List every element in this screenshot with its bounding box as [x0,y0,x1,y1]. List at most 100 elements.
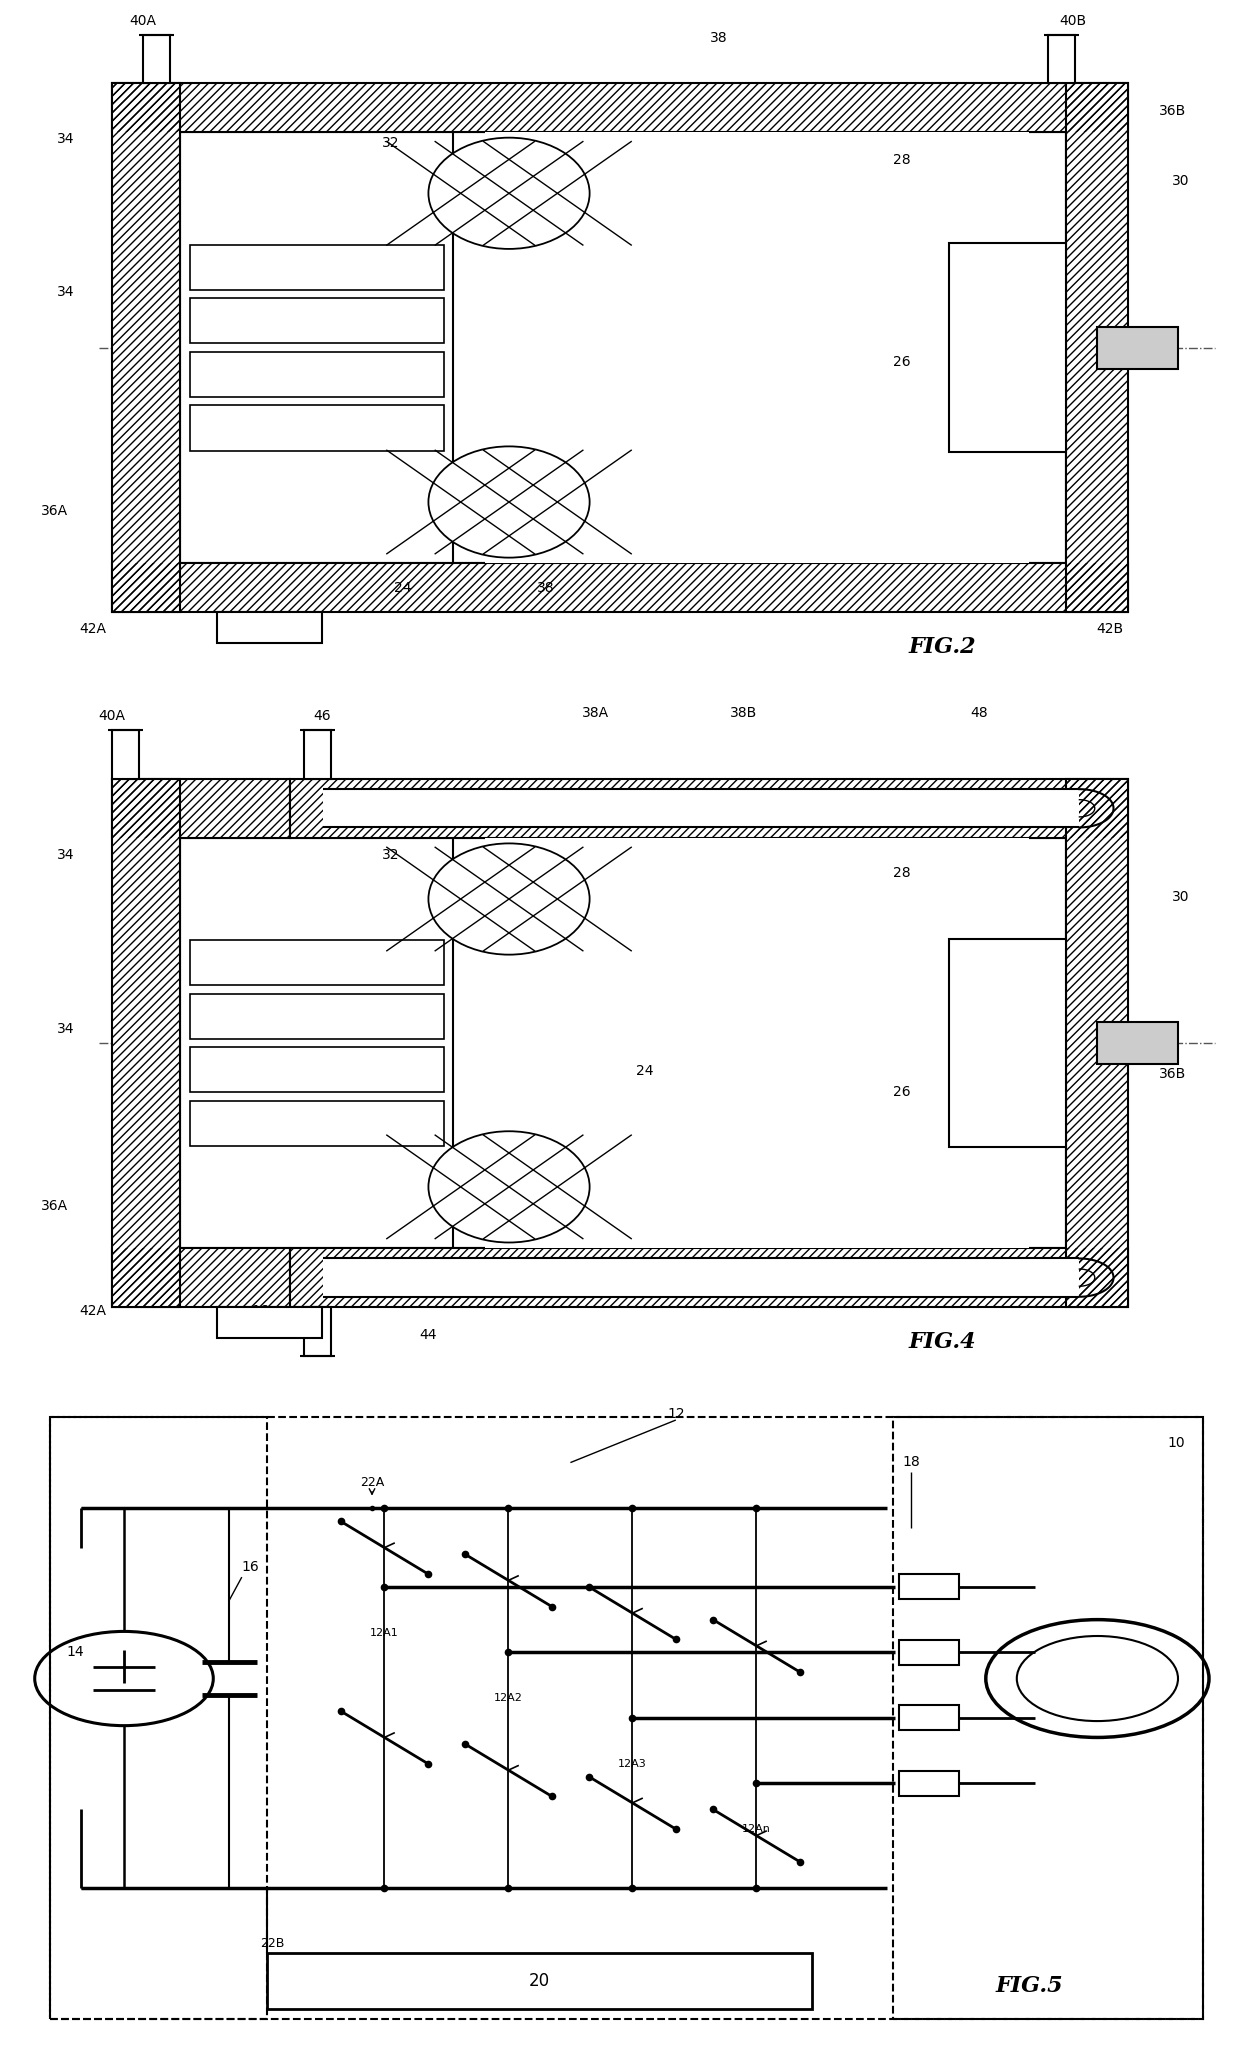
Ellipse shape [429,1131,590,1243]
Bar [190,1047,444,1092]
Text: 26: 26 [893,354,910,368]
Bar [290,1247,1128,1307]
Bar [1097,1022,1178,1063]
Text: 12A3: 12A3 [618,1759,647,1769]
Bar [322,1258,1079,1297]
Bar [290,1247,1128,1307]
Bar [112,779,180,1307]
Text: 28: 28 [893,865,910,879]
Text: 48: 48 [971,706,988,720]
Text: 24: 24 [394,581,412,595]
Bar [112,562,1128,611]
Bar [1048,35,1075,84]
Bar [899,1706,959,1730]
Bar [180,133,1066,562]
Text: 22B: 22B [260,1937,285,1951]
Text: 40B: 40B [1059,14,1086,29]
Bar [50,1417,267,2018]
Bar [267,1953,812,2008]
Bar [143,35,170,84]
Bar [899,1771,959,1796]
Bar [112,84,1128,133]
Ellipse shape [429,843,590,955]
Text: 46: 46 [314,710,331,724]
Text: 34: 34 [57,849,74,863]
Bar [485,133,1029,562]
Text: 12An: 12An [742,1824,771,1834]
Bar [1066,779,1128,1307]
Text: 10: 10 [1168,1436,1185,1450]
Text: 36A: 36A [41,1198,68,1213]
Text: 36B: 36B [1159,1067,1187,1082]
Text: FIG.5: FIG.5 [996,1975,1063,1998]
Bar [1066,779,1128,1307]
Bar [180,133,453,562]
Bar [1066,84,1128,611]
Text: 16: 16 [242,1560,259,1575]
Bar [112,779,180,1307]
Bar [485,838,1029,1247]
Text: FIG.4: FIG.4 [909,1331,976,1354]
Bar [322,789,1079,828]
Bar [112,1247,290,1307]
Text: 38B: 38B [730,706,758,720]
Bar [112,84,180,611]
Text: 20: 20 [528,1971,551,1990]
Text: 30: 30 [1172,890,1189,904]
Ellipse shape [429,137,590,249]
Text: 34: 34 [57,133,74,145]
Text: 36B: 36B [1159,104,1187,119]
Text: 16: 16 [252,1305,269,1317]
Bar [217,611,322,642]
Text: 24: 24 [636,1063,653,1078]
Bar [304,1307,331,1356]
Text: 36A: 36A [41,503,68,517]
Bar [899,1575,959,1599]
Text: 26: 26 [893,1084,910,1098]
Bar [1066,84,1128,611]
Bar [180,838,453,1247]
Bar [899,1640,959,1665]
Text: 38A: 38A [582,706,609,720]
Bar [190,405,444,450]
Bar [190,245,444,290]
Bar [112,779,290,838]
Text: 42B: 42B [1096,622,1123,636]
Bar [112,84,180,611]
Bar [949,243,1066,452]
Text: 22A: 22A [360,1476,384,1489]
Text: 12A1: 12A1 [370,1628,399,1638]
Text: 14: 14 [67,1646,84,1658]
Bar [112,1247,290,1307]
Bar [190,1100,444,1145]
Text: 38: 38 [711,31,728,45]
Text: FIG.2: FIG.2 [909,636,976,658]
Text: 32: 32 [382,135,399,149]
Bar [190,994,444,1039]
Bar [112,730,139,779]
Text: 34: 34 [57,1022,74,1037]
Text: 44: 44 [419,1327,436,1342]
Bar [290,779,1128,838]
Text: 34: 34 [57,284,74,299]
Bar [112,779,290,838]
Bar [893,1417,1203,2018]
Text: 42A: 42A [79,1305,107,1317]
Ellipse shape [429,446,590,558]
Bar [190,352,444,397]
Text: 42A: 42A [79,622,107,636]
Text: 28: 28 [893,153,910,168]
Bar [112,562,1128,611]
Text: 30: 30 [1172,174,1189,188]
Text: 40A: 40A [98,710,125,724]
Text: 12: 12 [667,1407,684,1421]
Bar [190,299,444,344]
Bar [304,730,331,779]
Text: 40A: 40A [129,14,156,29]
Bar [1097,327,1178,368]
Bar [190,941,444,986]
Bar [217,1307,322,1339]
Text: 32: 32 [382,849,399,863]
Text: 16: 16 [252,622,269,636]
Bar [949,939,1066,1147]
